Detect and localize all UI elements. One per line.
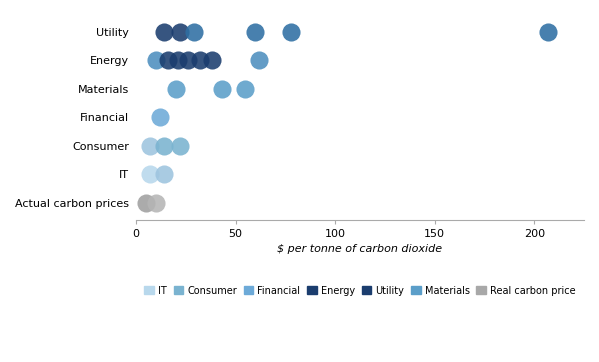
Point [543,29,553,35]
Point [173,58,183,63]
Point [159,171,168,177]
Point [183,58,192,63]
Point [241,86,250,92]
Point [141,199,151,205]
Point [189,29,198,35]
Point [250,29,260,35]
Point [255,58,264,63]
Point [286,29,296,35]
Legend: IT, Consumer, Financial, Energy, Utility, Materials, Real carbon price: IT, Consumer, Financial, Energy, Utility… [144,286,576,296]
Point [175,143,184,148]
X-axis label: $ per tonne of carbon dioxide: $ per tonne of carbon dioxide [277,244,443,254]
Point [151,199,161,205]
Point [155,114,165,120]
Point [171,86,180,92]
Point [195,58,204,63]
Point [145,143,155,148]
Point [159,143,168,148]
Point [217,86,226,92]
Point [175,29,184,35]
Point [207,58,216,63]
Point [159,29,168,35]
Point [151,58,161,63]
Point [145,171,155,177]
Point [163,58,173,63]
